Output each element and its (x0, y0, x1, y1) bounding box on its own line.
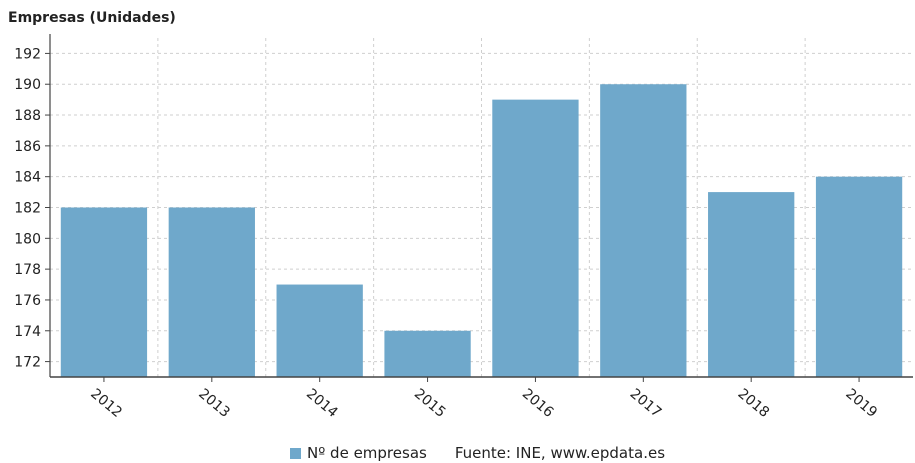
bar (815, 176, 903, 377)
x-tick-label: 2019 (842, 386, 880, 421)
y-tick-label: 188 (14, 108, 41, 124)
y-tick-label: 182 (14, 201, 41, 217)
y-tick-label: 184 (14, 170, 41, 186)
y-tick-label: 176 (14, 293, 41, 309)
y-tick-label: 180 (14, 231, 41, 247)
bar (600, 84, 687, 378)
y-tick-label: 186 (14, 139, 41, 155)
y-tick-label: 174 (14, 324, 41, 340)
bar (60, 207, 148, 377)
bar (384, 330, 471, 377)
x-tick-label: 2017 (627, 386, 665, 421)
source-note: Fuente: INE, www.epdata.es (454, 444, 666, 462)
y-tick-label: 178 (14, 262, 41, 278)
legend: Nº de empresas Fuente: INE, www.epdata.e… (290, 444, 665, 462)
bar (276, 284, 363, 377)
bar (492, 99, 579, 378)
bar (708, 192, 795, 377)
y-tick-label: 192 (14, 46, 41, 62)
bar (168, 207, 255, 377)
bar-chart: 172 174 176 178 180 182 184 186 188 190 192 2012 201… (14, 34, 913, 421)
x-tick-label: 2015 (411, 386, 449, 421)
legend-label: Nº de empresas (307, 444, 427, 462)
y-axis-title: Empresas (Unidades) (8, 10, 176, 26)
y-tick-label: 190 (14, 77, 41, 93)
x-tick-label: 2014 (303, 386, 341, 421)
y-tick-label: 172 (14, 355, 41, 371)
x-tick-label: 2012 (87, 386, 125, 421)
legend-swatch (290, 447, 301, 459)
x-tick-label: 2013 (195, 386, 233, 421)
x-tick-label: 2018 (735, 386, 773, 421)
x-tick-label: 2016 (519, 386, 557, 421)
